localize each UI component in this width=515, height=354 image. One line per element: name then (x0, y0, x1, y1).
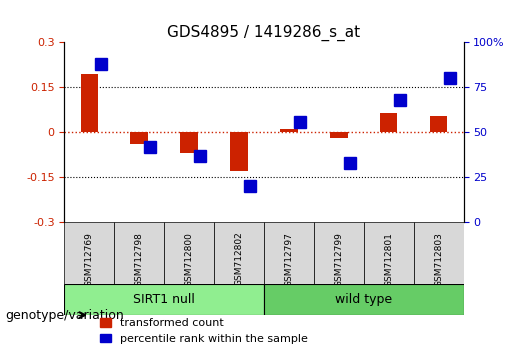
FancyBboxPatch shape (264, 222, 314, 284)
FancyBboxPatch shape (414, 222, 464, 284)
FancyBboxPatch shape (164, 222, 214, 284)
Bar (330, 132, 348, 138)
Bar (280, 130, 298, 132)
Text: GSM712801: GSM712801 (384, 232, 393, 287)
FancyBboxPatch shape (64, 284, 264, 315)
Text: GSM712797: GSM712797 (284, 232, 294, 287)
Text: GSM712798: GSM712798 (135, 232, 144, 287)
Text: GSM712802: GSM712802 (234, 232, 244, 286)
Text: GSM712800: GSM712800 (184, 232, 194, 287)
Text: GSM712803: GSM712803 (434, 232, 443, 287)
FancyBboxPatch shape (64, 222, 114, 284)
Text: wild type: wild type (335, 293, 392, 306)
Bar (430, 116, 448, 132)
Text: GSM712799: GSM712799 (334, 232, 344, 287)
Text: GSM712769: GSM712769 (85, 232, 94, 287)
Text: SIRT1 null: SIRT1 null (133, 293, 195, 306)
Bar (130, 132, 148, 144)
Bar (380, 113, 398, 132)
Bar (80, 74, 98, 132)
Title: GDS4895 / 1419286_s_at: GDS4895 / 1419286_s_at (167, 25, 360, 41)
FancyBboxPatch shape (314, 222, 364, 284)
Bar (230, 132, 248, 171)
FancyBboxPatch shape (264, 284, 464, 315)
FancyBboxPatch shape (214, 222, 264, 284)
Bar (180, 132, 198, 154)
Text: genotype/variation: genotype/variation (5, 309, 124, 321)
FancyBboxPatch shape (364, 222, 414, 284)
Legend: transformed count, percentile rank within the sample: transformed count, percentile rank withi… (96, 314, 313, 348)
FancyBboxPatch shape (114, 222, 164, 284)
